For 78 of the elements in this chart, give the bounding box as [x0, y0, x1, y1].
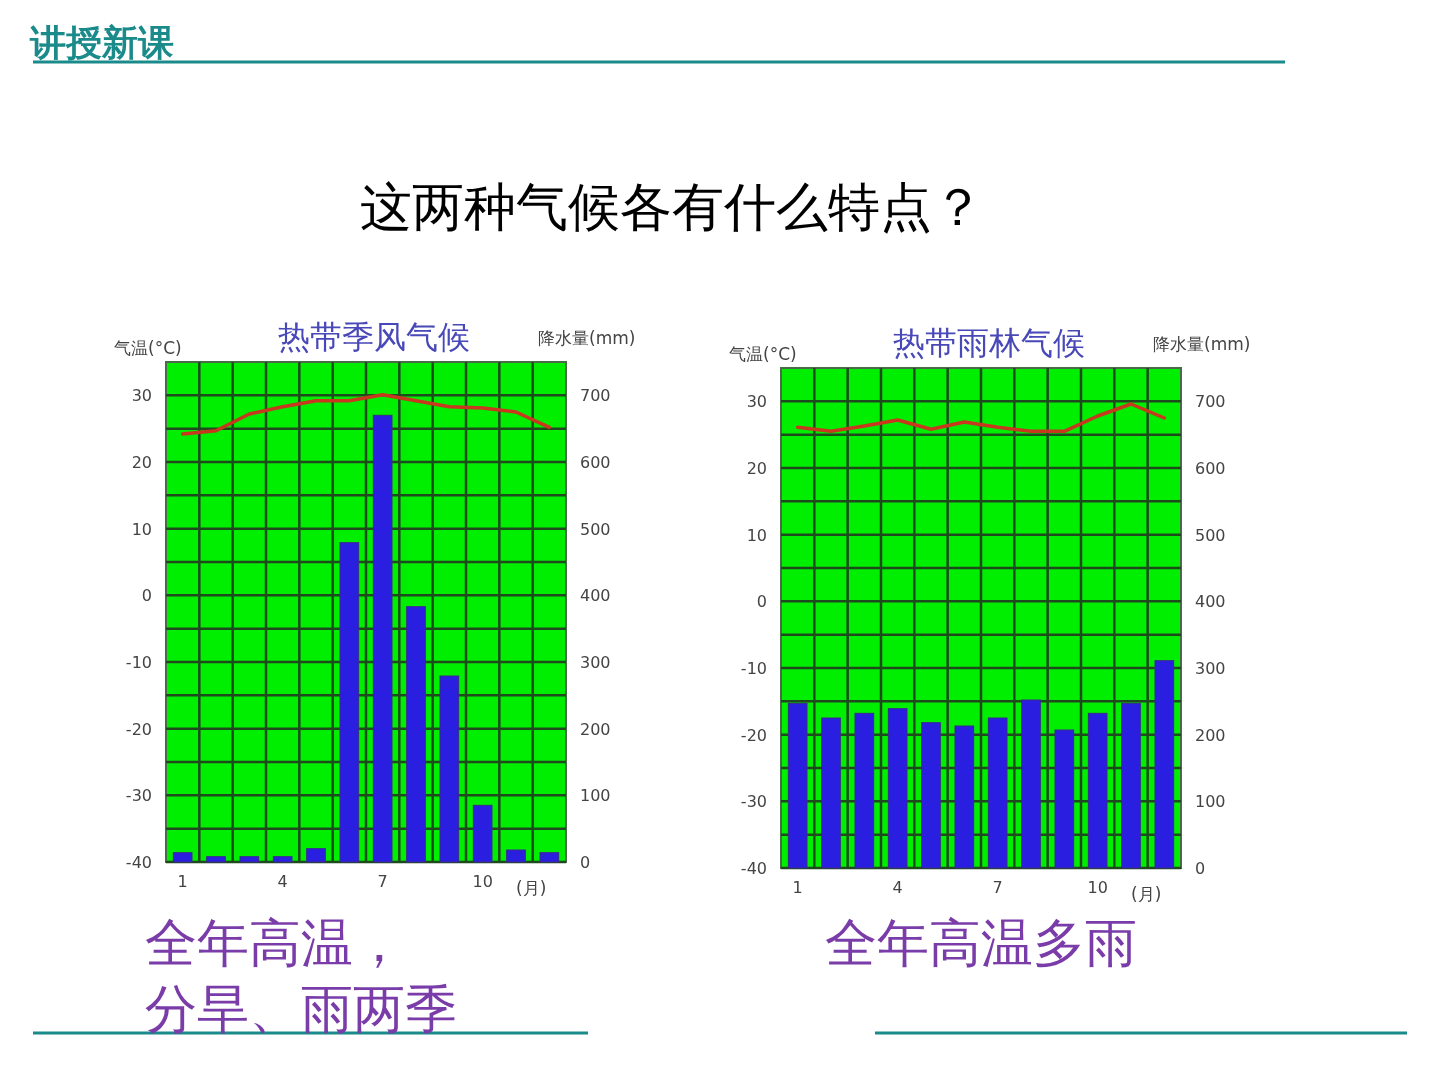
bar	[954, 725, 975, 869]
chart-title: 热带雨林气候	[893, 324, 1085, 362]
chart-title: 热带季风气候	[278, 318, 470, 356]
line-series	[795, 402, 1167, 434]
y2-tick-label: 600	[580, 453, 611, 472]
x-axis-title: (月)	[1131, 884, 1162, 904]
text: 全年高温多雨	[825, 912, 1138, 975]
x-axis-title: (月)	[516, 878, 547, 898]
x-tick-label: 7	[992, 878, 1003, 897]
y-tick-label: 10	[746, 525, 767, 545]
bar	[172, 852, 193, 863]
y-axis-title: 气温(°C)	[729, 344, 797, 364]
bar	[372, 414, 393, 863]
y-tick-label: 30	[131, 386, 152, 406]
x-tick-label: 4	[277, 872, 288, 891]
y-tick-label: 0	[141, 586, 152, 606]
y-tick-label: -30	[740, 792, 767, 812]
y2-tick-label: 700	[1195, 392, 1226, 412]
bar	[339, 542, 360, 863]
bar	[439, 675, 460, 863]
bar	[921, 722, 941, 869]
y-tick-label: -40	[740, 859, 767, 878]
y-tick-label: 20	[746, 459, 767, 478]
y2-tick-label: 0	[1195, 859, 1206, 878]
x-tick-label: 1	[177, 872, 188, 891]
bar	[1021, 699, 1041, 869]
y2-tick-label: 400	[1195, 592, 1226, 612]
bar	[272, 856, 293, 863]
y2-tick-label: 300	[580, 653, 611, 672]
bar	[472, 804, 493, 863]
y2-tick-label: 200	[1195, 725, 1226, 745]
bar	[987, 717, 1008, 869]
y2-tick-label: 100	[1195, 792, 1226, 812]
text: 这两种气候各有什么特点？	[360, 177, 984, 237]
text: 全年高温，分旱、雨两季	[145, 912, 458, 1041]
bar	[539, 852, 560, 863]
y2-tick-label: 100	[580, 786, 611, 806]
bar	[306, 848, 326, 863]
line-series	[180, 392, 552, 436]
bar	[821, 717, 841, 869]
y-tick-label: 20	[131, 453, 152, 472]
y-tick-label: -10	[125, 653, 152, 672]
bar	[1054, 729, 1075, 869]
x-tick-label: 7	[377, 872, 388, 891]
y2-tick-label: 0	[580, 853, 591, 872]
y2-axis-title: 降水量(mm)	[1153, 334, 1251, 354]
bar	[239, 856, 260, 863]
y2-tick-label: 700	[580, 386, 611, 406]
x-tick-label: 4	[892, 878, 903, 897]
bar	[506, 849, 526, 863]
y-tick-label: 10	[131, 519, 152, 539]
bar	[1154, 660, 1175, 869]
y-axis-title: 气温(°C)	[114, 338, 182, 358]
y2-tick-label: 500	[580, 519, 611, 539]
y2-tick-label: 600	[1195, 459, 1226, 478]
y-tick-label: 0	[756, 592, 767, 612]
x-tick-label: 10	[1087, 878, 1108, 897]
bar	[787, 702, 808, 869]
text: 讲授新课	[29, 22, 174, 63]
bar	[854, 712, 875, 869]
y2-tick-label: 200	[580, 719, 611, 739]
bar	[1121, 702, 1141, 869]
y-tick-label: -20	[125, 719, 152, 739]
y-tick-label: -30	[125, 786, 152, 806]
y2-tick-label: 300	[1195, 659, 1226, 678]
y2-tick-label: 400	[580, 586, 611, 606]
bar	[406, 606, 426, 863]
y-tick-label: -10	[740, 659, 767, 678]
y2-tick-label: 500	[1195, 525, 1226, 545]
x-tick-label: 10	[472, 872, 493, 891]
x-tick-label: 1	[792, 878, 803, 897]
bar	[1087, 712, 1108, 869]
y-tick-label: 30	[746, 392, 767, 412]
bar	[206, 856, 226, 863]
y2-axis-title: 降水量(mm)	[538, 328, 636, 348]
bar	[887, 708, 908, 869]
y-tick-label: -40	[125, 853, 152, 872]
y-tick-label: -20	[740, 725, 767, 745]
